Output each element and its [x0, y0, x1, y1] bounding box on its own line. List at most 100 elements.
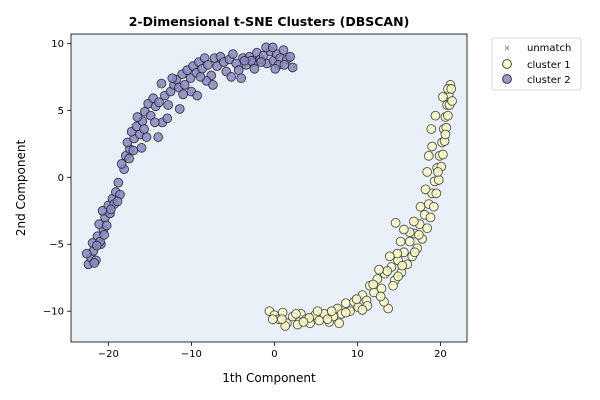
point-cluster-2 [256, 57, 266, 67]
legend-label-cluster-2: cluster 2 [527, 75, 571, 86]
legend-marker-cluster-2 [502, 74, 512, 84]
x-axis-ticks: −20 −10 0 10 20 [98, 342, 447, 360]
point-cluster-1 [395, 236, 406, 247]
point-cluster-1 [312, 306, 323, 317]
legend-marker-unmatch [504, 45, 510, 51]
point-cluster-1 [267, 314, 278, 325]
y-tick-label: −5 [49, 240, 64, 251]
point-cluster-2 [124, 153, 134, 164]
point-unmatch [292, 63, 298, 69]
point-cluster-1 [384, 251, 395, 262]
point-cluster-1 [409, 247, 420, 258]
legend-box [491, 37, 582, 91]
point-cluster-2 [154, 97, 164, 108]
point-cluster-2 [179, 80, 190, 90]
point-cluster-1 [433, 167, 443, 177]
point-cluster-1 [447, 96, 457, 106]
legend-item-cluster-2[interactable]: cluster 2 [502, 74, 571, 86]
point-cluster-2 [81, 248, 92, 259]
point-cluster-1 [291, 309, 301, 319]
point-cluster-2 [136, 142, 147, 153]
point-cluster-1 [426, 124, 437, 134]
point-cluster-1 [375, 291, 386, 302]
point-cluster-2 [203, 59, 213, 70]
y-tick-label: −10 [43, 307, 64, 318]
point-cluster-1 [427, 141, 437, 152]
point-cluster-2 [163, 100, 173, 110]
point-cluster-2 [139, 124, 149, 134]
point-cluster-1 [298, 317, 309, 327]
point-cluster-1 [368, 279, 379, 290]
point-cluster-2 [116, 159, 127, 169]
point-cluster-1 [388, 280, 398, 291]
point-cluster-1 [382, 266, 393, 276]
point-cluster-1 [397, 260, 408, 271]
point-cluster-2 [236, 73, 247, 84]
point-cluster-2 [233, 65, 244, 76]
point-cluster-2 [113, 177, 124, 188]
point-cluster-1 [351, 294, 362, 304]
point-cluster-2 [132, 112, 143, 122]
point-cluster-1 [425, 212, 436, 223]
chart-title: 2-Dimensional t-SNE Clusters (DBSCAN) [129, 14, 410, 29]
point-cluster-2 [99, 230, 110, 240]
point-cluster-1 [277, 314, 287, 325]
point-cluster-2 [178, 89, 188, 100]
data-points [81, 42, 457, 331]
point-cluster-2 [167, 73, 178, 84]
point-cluster-1 [404, 236, 415, 247]
x-tick-label: −10 [181, 349, 202, 360]
point-cluster-1 [422, 167, 433, 177]
point-cluster-1 [409, 216, 419, 227]
y-tick-label: 10 [51, 39, 64, 50]
legend-marker-cluster-1 [502, 59, 512, 69]
point-cluster-2 [208, 80, 218, 90]
point-cluster-2 [91, 240, 102, 251]
point-cluster-1 [440, 129, 451, 140]
legend-item-unmatch[interactable]: unmatch [504, 43, 572, 54]
legend-item-cluster-1[interactable]: cluster 1 [502, 59, 571, 71]
point-cluster-1 [413, 230, 424, 240]
x-tick-label: 20 [434, 349, 447, 360]
point-cluster-2 [279, 59, 290, 70]
y-tick-label: 5 [58, 106, 64, 117]
point-cluster-1 [438, 92, 448, 102]
point-cluster-1 [423, 151, 434, 161]
point-cluster-2 [270, 63, 281, 74]
x-tick-label: 0 [271, 349, 277, 360]
x-tick-label: −20 [98, 349, 119, 360]
point-cluster-1 [340, 307, 351, 318]
point-cluster-1 [438, 149, 448, 160]
point-cluster-2 [141, 132, 152, 142]
point-cluster-1 [399, 224, 409, 235]
point-cluster-2 [192, 90, 203, 101]
point-cluster-2 [174, 104, 185, 114]
point-cluster-1 [376, 283, 387, 294]
plot-frame [70, 33, 468, 343]
point-cluster-1 [446, 84, 457, 94]
point-cluster-2 [287, 62, 298, 73]
point-cluster-2 [149, 117, 160, 128]
point-cluster-2 [156, 78, 167, 89]
x-tick-label: 10 [351, 349, 364, 360]
point-unmatch [157, 83, 163, 89]
point-cluster-1 [340, 298, 351, 309]
point-cluster-1 [431, 188, 442, 199]
point-cluster-1 [390, 217, 401, 228]
legend: unmatch cluster 1 cluster 2 [491, 37, 582, 91]
point-cluster-2 [278, 45, 289, 55]
point-cluster-2 [101, 220, 112, 231]
point-cluster-2 [226, 72, 237, 82]
legend-label-unmatch: unmatch [527, 43, 571, 54]
point-cluster-1 [428, 201, 439, 212]
point-cluster-2 [153, 132, 164, 142]
point-cluster-2 [105, 204, 116, 215]
point-cluster-2 [228, 49, 238, 59]
point-cluster-1 [420, 184, 431, 195]
point-cluster-2 [162, 113, 173, 124]
point-cluster-2 [128, 145, 139, 156]
legend-label-cluster-1: cluster 1 [527, 60, 571, 71]
y-axis-label: 2nd Component [14, 140, 28, 237]
plot-area [71, 34, 467, 342]
